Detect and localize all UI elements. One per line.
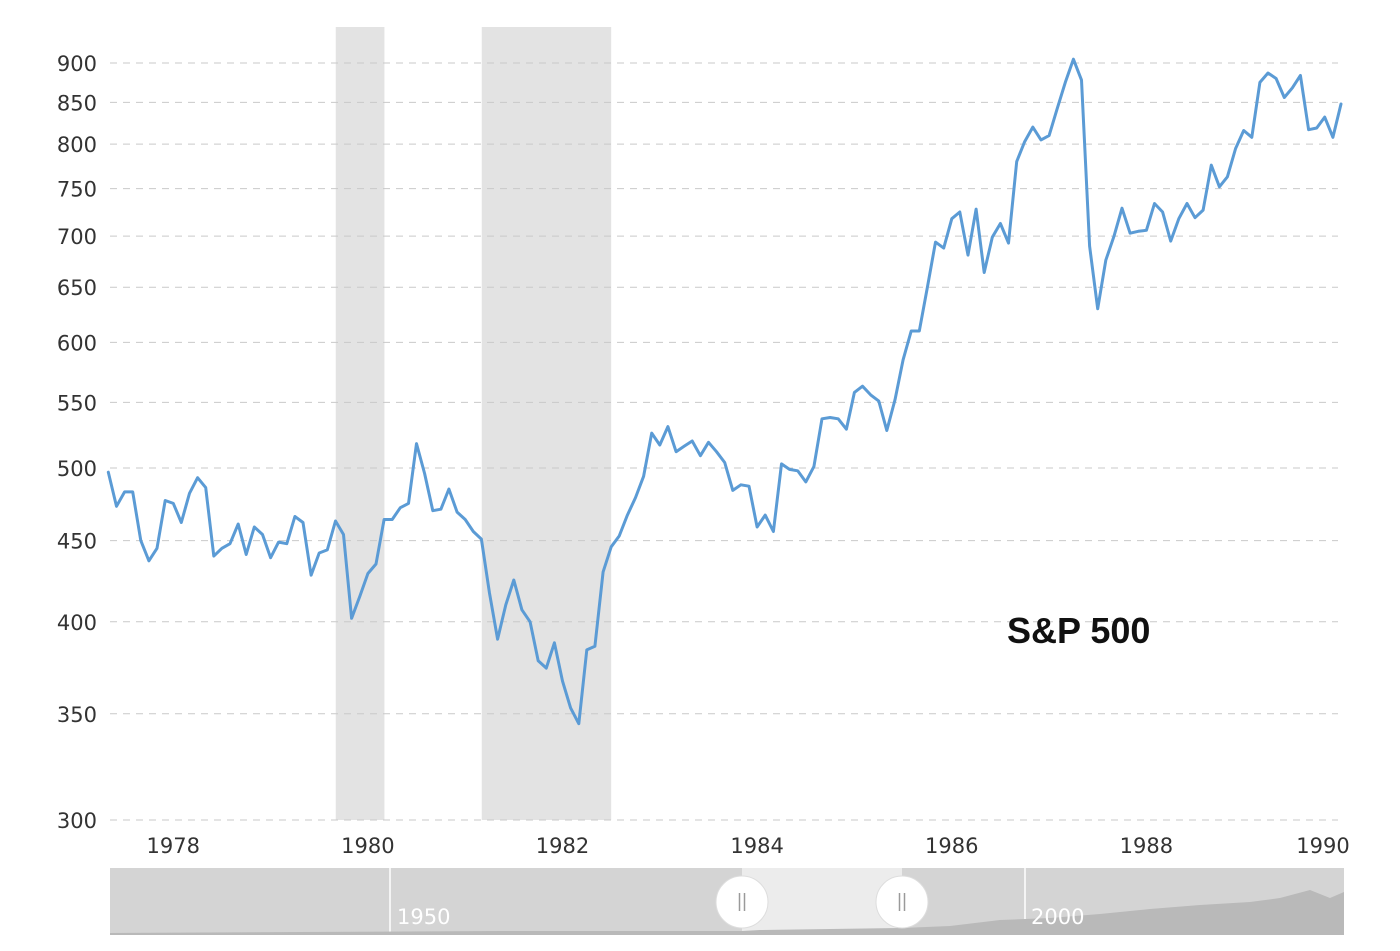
- navigator-selected-range[interactable]: [742, 868, 902, 935]
- x-tick-label: 1980: [341, 834, 394, 858]
- recession-band: [481, 27, 612, 820]
- y-tick-label: 600: [57, 331, 97, 355]
- navigator-left-handle[interactable]: [715, 875, 769, 929]
- x-axis: 1978 1980 1982 1984 1986 1988 1990: [147, 834, 1350, 858]
- navigator[interactable]: 1950 2000: [110, 868, 1344, 935]
- navigator-right-handle[interactable]: [875, 875, 929, 929]
- navigator-label-1950: 1950: [397, 905, 450, 929]
- series-group: [106, 57, 1343, 726]
- y-tick-label: 650: [57, 276, 97, 300]
- y-tick-label: 450: [57, 530, 97, 554]
- x-tick-label: 1990: [1296, 834, 1349, 858]
- recession-bands: [335, 27, 612, 820]
- y-tick-label: 350: [57, 703, 97, 727]
- navigator-label-2000: 2000: [1031, 905, 1084, 929]
- y-tick-label: 800: [57, 133, 97, 157]
- y-tick-label: 550: [57, 391, 97, 415]
- x-tick-label: 1982: [536, 834, 589, 858]
- x-tick-label: 1984: [730, 834, 783, 858]
- y-tick-label: 900: [57, 52, 97, 76]
- y-tick-label: 750: [57, 178, 97, 202]
- y-axis: 300 350 400 450 500 550 600 650 700 750 800 850 900: [57, 52, 97, 833]
- x-tick-label: 1986: [925, 834, 978, 858]
- y-tick-label: 400: [57, 611, 97, 635]
- series-line: [106, 57, 1343, 726]
- y-tick-label: 500: [57, 457, 97, 481]
- y-tick-label: 700: [57, 225, 97, 249]
- grid-lines: [110, 62, 1338, 821]
- y-tick-label: 300: [57, 809, 97, 833]
- navigator-mini-series: [110, 890, 1344, 935]
- x-tick-label: 1978: [147, 834, 200, 858]
- y-tick-label: 850: [57, 91, 97, 115]
- recession-band: [335, 27, 385, 820]
- chart-title: S&P 500: [1007, 610, 1150, 651]
- x-tick-label: 1988: [1120, 834, 1173, 858]
